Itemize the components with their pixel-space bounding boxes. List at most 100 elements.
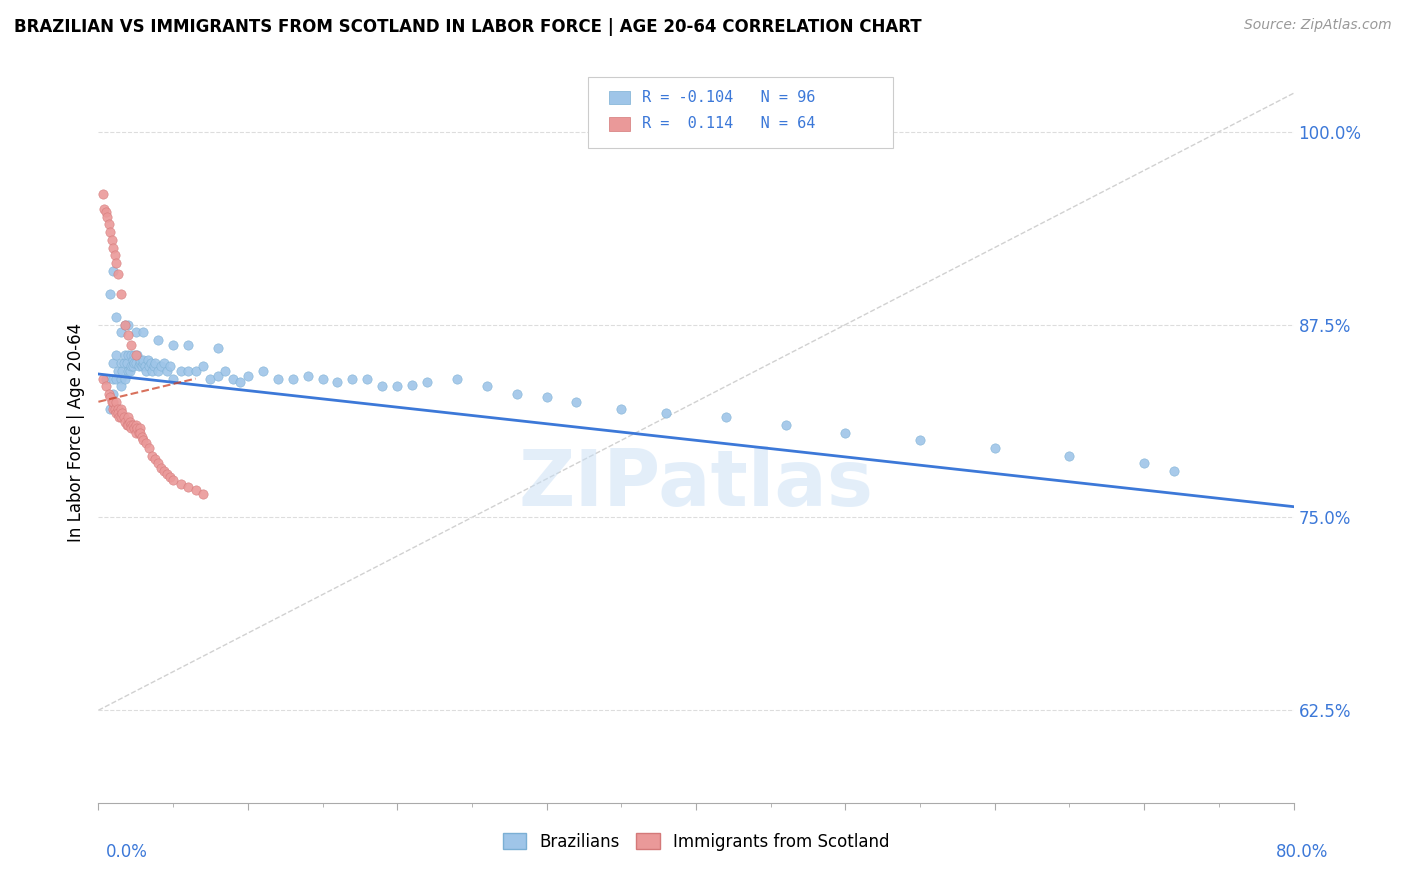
FancyBboxPatch shape xyxy=(609,91,630,103)
Point xyxy=(138,359,160,374)
Point xyxy=(135,436,157,450)
Point xyxy=(127,349,149,363)
Point xyxy=(565,394,588,409)
Point xyxy=(105,349,128,363)
Point xyxy=(139,356,162,370)
Point xyxy=(141,364,163,378)
Point xyxy=(207,341,229,355)
Point xyxy=(121,359,143,374)
Point xyxy=(107,364,129,378)
Point xyxy=(1059,449,1081,463)
Text: R = -0.104   N = 96: R = -0.104 N = 96 xyxy=(643,90,815,104)
Point xyxy=(108,410,131,425)
Point xyxy=(110,402,132,417)
Text: ZIPatlas: ZIPatlas xyxy=(519,446,873,523)
Point xyxy=(120,417,142,432)
Point xyxy=(112,410,135,425)
Point xyxy=(114,318,136,332)
Point xyxy=(120,421,142,435)
Point xyxy=(150,461,173,475)
Point xyxy=(121,353,143,368)
Point xyxy=(104,402,127,417)
Point xyxy=(110,286,132,301)
Text: 0.0%: 0.0% xyxy=(105,843,148,861)
FancyBboxPatch shape xyxy=(609,117,630,130)
Point xyxy=(714,410,737,425)
Point xyxy=(118,415,141,429)
Point xyxy=(117,410,139,425)
Point xyxy=(416,375,439,389)
Point xyxy=(94,379,117,393)
Point xyxy=(105,406,128,420)
Point xyxy=(984,441,1007,455)
Point xyxy=(356,371,378,385)
Point xyxy=(297,368,319,383)
Legend: Brazilians, Immigrants from Scotland: Brazilians, Immigrants from Scotland xyxy=(496,826,896,857)
Point xyxy=(184,364,207,378)
Point xyxy=(125,349,148,363)
Point xyxy=(214,364,236,378)
Point xyxy=(118,364,141,378)
Point xyxy=(121,417,143,432)
Point xyxy=(112,356,135,370)
Point xyxy=(1133,457,1156,471)
Point xyxy=(124,349,146,363)
Point xyxy=(200,371,222,385)
Point xyxy=(162,371,184,385)
Point xyxy=(342,371,364,385)
Point xyxy=(156,467,179,482)
Point xyxy=(125,356,148,370)
Point xyxy=(1163,464,1185,478)
Point xyxy=(267,371,290,385)
Point xyxy=(124,356,146,370)
Point xyxy=(148,364,170,378)
Point xyxy=(117,328,139,343)
Point xyxy=(117,364,139,378)
Point xyxy=(207,368,229,383)
Point xyxy=(103,356,125,370)
Point xyxy=(120,359,142,374)
Point xyxy=(655,406,678,420)
Point xyxy=(117,417,139,432)
Point xyxy=(136,353,159,368)
Point xyxy=(129,353,152,368)
Point xyxy=(159,470,181,484)
Point xyxy=(101,233,124,247)
Point xyxy=(103,371,125,385)
Point xyxy=(114,318,136,332)
Point xyxy=(169,364,191,378)
Point xyxy=(110,326,132,340)
Point xyxy=(475,379,498,393)
Point xyxy=(114,349,136,363)
Point xyxy=(135,364,157,378)
Point xyxy=(252,364,274,378)
Point xyxy=(104,248,127,262)
Point xyxy=(191,359,214,374)
Point xyxy=(132,356,155,370)
Point xyxy=(177,364,200,378)
Point xyxy=(105,310,128,324)
Point xyxy=(536,390,558,404)
Point xyxy=(191,487,214,501)
Point xyxy=(98,402,122,417)
Point xyxy=(134,359,156,374)
Text: Source: ZipAtlas.com: Source: ZipAtlas.com xyxy=(1244,18,1392,32)
Point xyxy=(103,402,125,417)
Point xyxy=(110,410,132,425)
Point xyxy=(107,406,129,420)
Point xyxy=(177,480,200,494)
Point xyxy=(371,379,394,393)
Point xyxy=(117,349,139,363)
Point xyxy=(138,441,160,455)
Point xyxy=(107,402,129,417)
Point xyxy=(127,421,149,435)
Point xyxy=(111,364,134,378)
Point xyxy=(98,225,122,239)
Point xyxy=(131,359,153,374)
Point xyxy=(103,263,125,277)
Point xyxy=(110,371,132,385)
Point xyxy=(103,240,125,254)
Point xyxy=(177,337,200,351)
Point xyxy=(236,368,259,383)
Point xyxy=(120,337,142,351)
